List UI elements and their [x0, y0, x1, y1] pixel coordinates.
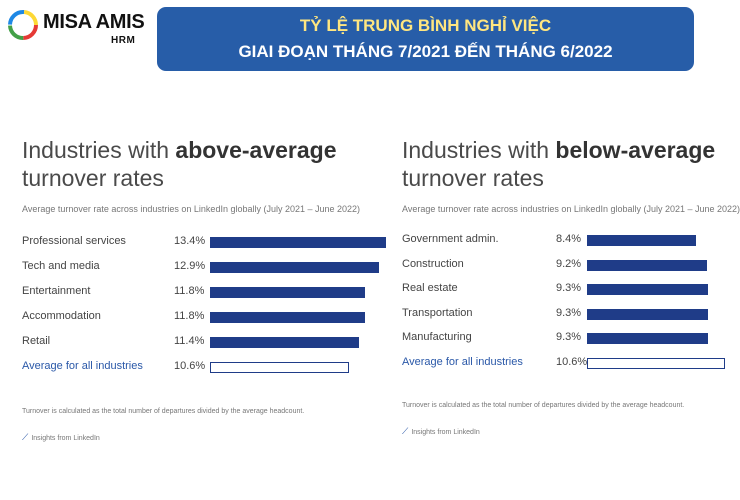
panel-title-suffix: turnover rates — [402, 165, 544, 191]
value-label: 9.3% — [556, 282, 582, 294]
category-label: Accommodation — [22, 310, 101, 322]
bar — [587, 308, 708, 320]
value-label: 10.6% — [174, 360, 206, 372]
bar — [587, 333, 708, 344]
brand-logo: MISA AMIS HRM — [8, 8, 158, 52]
bar — [210, 337, 359, 348]
panel-footnote: Turnover is calculated as the total numb… — [22, 408, 305, 415]
value-label: 12.9% — [174, 260, 206, 272]
panel-title-prefix: Industries with — [402, 137, 556, 163]
value-label: 9.2% — [556, 257, 582, 270]
panel-subtitle: Average turnover rate across industries … — [22, 204, 361, 214]
panel-title-suffix: turnover rates — [22, 165, 164, 191]
category-label: Real estate — [402, 282, 458, 294]
category-label: Professional services — [22, 235, 126, 247]
bar — [587, 284, 708, 295]
value-label: 11.4% — [174, 335, 205, 347]
chart-icon: ⟋ — [22, 432, 29, 442]
bar — [210, 312, 365, 323]
misa-logo-icon — [8, 10, 38, 40]
value-label: 8.4% — [556, 233, 582, 245]
average-category-label: Average for all industries — [402, 355, 523, 368]
chart-icon: ⟋ — [402, 426, 409, 436]
panel-title-bold: below-average — [555, 137, 716, 163]
value-label: 11.8% — [174, 310, 205, 322]
average-bar — [210, 362, 349, 373]
panel-title: Industries with above-average turnover r… — [22, 136, 337, 192]
panel-title: Industries with below-average turnover r… — [402, 136, 715, 192]
logo-product-text: HRM — [111, 35, 136, 46]
panel-subtitle: Average turnover rate across industries … — [402, 204, 740, 214]
value-label: 10.6% — [556, 355, 588, 368]
category-label: Entertainment — [22, 285, 91, 297]
title-banner: TỶ LỆ TRUNG BÌNH NGHỈ VIỆC GIAI ĐOẠN THÁ… — [157, 7, 694, 71]
category-label: Government admin. — [402, 233, 499, 245]
bar — [210, 237, 386, 248]
logo-brand-text: MISA AMIS — [43, 11, 145, 33]
value-label: 11.8% — [174, 285, 205, 297]
category-label: Tech and media — [22, 260, 100, 272]
source-label: ⟋ Insights from LinkedIn — [22, 432, 100, 443]
category-label: Transportation — [402, 306, 473, 319]
category-label: Retail — [22, 335, 51, 347]
panel-title-bold: above-average — [175, 137, 337, 163]
average-category-label: Average for all industries — [22, 360, 143, 372]
bar — [210, 262, 379, 273]
value-label: 9.3% — [556, 306, 582, 319]
bar — [210, 287, 365, 298]
panel-title-prefix: Industries with — [22, 137, 176, 163]
bar — [587, 235, 696, 246]
category-label: Manufacturing — [402, 331, 472, 343]
below-average-panel: Industries with below-average turnover r… — [380, 120, 740, 460]
value-label: 13.4% — [174, 235, 206, 247]
value-label: 9.3% — [556, 331, 582, 343]
category-label: Construction — [402, 257, 464, 270]
banner-line-2: GIAI ĐOẠN THÁNG 7/2021 ĐẾN THÁNG 6/2022 — [238, 42, 613, 61]
banner-line-1: TỶ LỆ TRUNG BÌNH NGHỈ VIỆC — [299, 16, 552, 35]
source-text: Insights from LinkedIn — [31, 435, 100, 442]
average-bar — [587, 357, 725, 369]
above-average-panel: Industries with above-average turnover r… — [0, 120, 386, 460]
panel-footnote: Turnover is calculated as the total numb… — [402, 402, 685, 409]
bar — [587, 259, 707, 271]
source-label: ⟋ Insights from LinkedIn — [402, 426, 480, 437]
source-text: Insights from LinkedIn — [411, 429, 480, 436]
